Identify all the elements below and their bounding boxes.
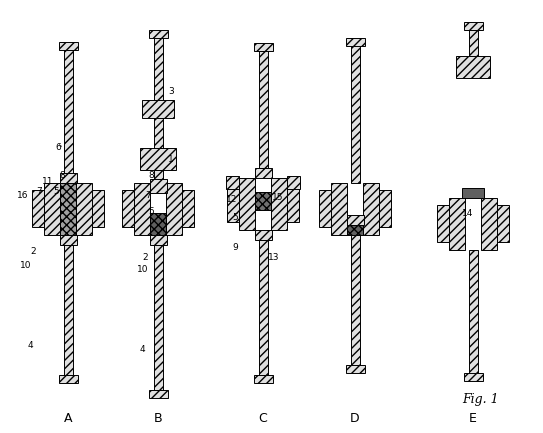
Bar	[32, 190, 44, 227]
Bar	[255, 230, 272, 240]
Bar	[149, 30, 168, 38]
Bar	[60, 173, 77, 183]
Bar	[462, 188, 484, 198]
Text: 5: 5	[148, 207, 154, 216]
Text: 4: 4	[140, 346, 146, 355]
Bar	[226, 176, 239, 189]
Bar	[64, 50, 73, 173]
Bar	[92, 190, 104, 227]
Bar	[227, 185, 239, 222]
Text: 12: 12	[226, 196, 237, 204]
Text: A: A	[64, 411, 72, 424]
Bar	[255, 168, 272, 178]
Text: 8: 8	[59, 171, 65, 181]
Text: D: D	[350, 411, 360, 424]
Bar	[134, 183, 150, 235]
Bar	[140, 148, 176, 170]
Bar	[331, 183, 347, 235]
Bar	[122, 190, 134, 227]
Bar	[319, 190, 331, 227]
Bar	[351, 235, 360, 365]
Bar	[254, 43, 273, 51]
Bar	[437, 205, 449, 242]
Text: 1: 1	[168, 155, 174, 165]
Bar	[154, 38, 163, 100]
Bar	[255, 192, 271, 210]
Bar	[346, 38, 365, 46]
Bar	[44, 183, 60, 235]
Bar	[351, 46, 360, 183]
Bar	[481, 198, 497, 250]
Bar	[154, 118, 163, 148]
Bar	[254, 375, 273, 383]
Bar	[259, 51, 268, 168]
Text: 10: 10	[20, 261, 31, 269]
Bar	[76, 183, 92, 235]
Text: 15: 15	[272, 194, 283, 203]
Bar	[154, 245, 163, 390]
Bar	[150, 179, 167, 193]
Text: 14: 14	[462, 210, 473, 219]
Bar	[347, 215, 364, 225]
Bar	[259, 240, 268, 375]
Text: 5: 5	[232, 213, 238, 223]
Bar	[182, 190, 194, 227]
Bar	[456, 56, 490, 78]
Text: 8: 8	[148, 171, 154, 180]
Bar	[347, 225, 363, 235]
Text: 10: 10	[137, 265, 148, 275]
Bar	[469, 30, 478, 56]
Bar	[154, 170, 163, 183]
Bar	[60, 183, 76, 235]
Bar	[149, 390, 168, 398]
Bar	[64, 245, 73, 375]
Bar	[363, 183, 379, 235]
Bar	[271, 178, 287, 230]
Bar	[346, 365, 365, 373]
Bar	[469, 250, 478, 373]
Text: 7: 7	[36, 187, 42, 197]
Text: 7: 7	[145, 191, 151, 200]
Bar	[150, 235, 167, 245]
Text: 4: 4	[28, 340, 34, 349]
Bar	[60, 235, 77, 245]
Text: 9: 9	[232, 243, 238, 252]
Bar	[287, 185, 299, 222]
Bar	[239, 178, 255, 230]
Bar	[150, 213, 166, 235]
Text: B: B	[154, 411, 162, 424]
Bar	[59, 375, 78, 383]
Bar	[166, 183, 182, 235]
Bar	[449, 198, 465, 250]
Text: 3: 3	[168, 87, 174, 97]
Text: Fig. 1: Fig. 1	[463, 394, 500, 407]
Bar	[59, 42, 78, 50]
Bar	[379, 190, 391, 227]
Text: 2: 2	[142, 253, 148, 262]
Text: 13: 13	[268, 253, 280, 262]
Text: E: E	[469, 411, 477, 424]
Text: 11: 11	[42, 177, 54, 185]
Text: 2: 2	[30, 248, 36, 256]
Bar	[464, 22, 483, 30]
Bar	[142, 100, 174, 118]
Text: 6: 6	[55, 143, 61, 152]
Bar	[464, 373, 483, 381]
Text: 5: 5	[53, 187, 59, 197]
Bar	[287, 176, 300, 189]
Bar	[497, 205, 509, 242]
Text: 16: 16	[17, 191, 28, 200]
Text: C: C	[258, 411, 267, 424]
